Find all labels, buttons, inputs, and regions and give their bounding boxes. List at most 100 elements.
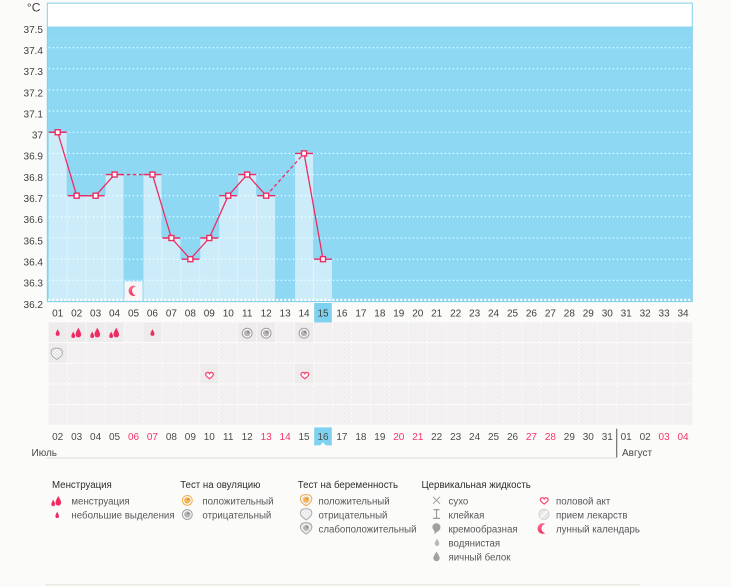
svg-text:05: 05 [109,432,121,443]
svg-text:37.4: 37.4 [24,46,44,57]
svg-text:22: 22 [431,432,443,443]
svg-text:14: 14 [280,432,292,443]
svg-text:отрицательный: отрицательный [319,510,388,521]
svg-text:лунный календарь: лунный календарь [556,524,640,535]
svg-text:27: 27 [545,308,557,319]
svg-text:28: 28 [564,308,576,319]
svg-text:06: 06 [147,308,159,319]
svg-text:09: 09 [185,432,197,443]
svg-text:04: 04 [109,308,121,319]
svg-text:02: 02 [52,432,64,443]
svg-text:27: 27 [526,432,538,443]
svg-text:25: 25 [488,432,500,443]
svg-text:20: 20 [412,308,424,319]
svg-text:07: 07 [166,308,178,319]
svg-text:07: 07 [147,432,159,443]
svg-text:20: 20 [393,432,405,443]
svg-text:небольшие выделения: небольшие выделения [71,510,174,521]
svg-text:37.3: 37.3 [24,67,44,78]
svg-text:Тест на овуляцию: Тест на овуляцию [180,480,260,491]
svg-text:17: 17 [355,308,367,319]
svg-text:37: 37 [32,131,44,142]
svg-text:36.8: 36.8 [24,173,44,184]
svg-text:25: 25 [507,308,519,319]
svg-text:10: 10 [204,432,216,443]
svg-text:37.5: 37.5 [24,25,44,36]
svg-text:36.5: 36.5 [24,236,44,247]
svg-text:14: 14 [298,308,310,319]
svg-text:01: 01 [52,308,64,319]
svg-text:26: 26 [526,308,538,319]
svg-text:яичный белок: яичный белок [449,553,512,564]
svg-text:26: 26 [507,432,519,443]
svg-text:18: 18 [355,432,367,443]
svg-text:36.3: 36.3 [24,279,44,290]
svg-text:°C: °C [27,0,41,14]
svg-text:31: 31 [621,308,633,319]
svg-text:37.2: 37.2 [24,88,44,99]
svg-text:04: 04 [90,432,102,443]
svg-text:водянистая: водянистая [449,538,501,549]
svg-text:30: 30 [602,308,614,319]
svg-text:33: 33 [659,308,671,319]
svg-text:31: 31 [602,432,614,443]
svg-text:16: 16 [317,432,329,443]
svg-text:отрицательный: отрицательный [202,510,271,521]
svg-text:22: 22 [450,308,462,319]
svg-text:23: 23 [450,432,462,443]
svg-text:11: 11 [223,432,234,443]
svg-text:21: 21 [412,432,424,443]
svg-text:02: 02 [71,308,83,319]
svg-text:11: 11 [242,308,253,319]
svg-text:13: 13 [280,308,292,319]
svg-text:29: 29 [583,308,595,319]
svg-text:03: 03 [90,308,102,319]
svg-text:Менструация: Менструация [52,480,112,491]
svg-text:34: 34 [677,308,689,319]
svg-text:19: 19 [374,432,386,443]
svg-text:36.7: 36.7 [24,194,44,205]
svg-text:положительный: положительный [202,496,273,507]
svg-text:менструация: менструация [71,496,129,507]
svg-text:29: 29 [564,432,576,443]
svg-text:04: 04 [677,432,689,443]
svg-text:17: 17 [336,432,348,443]
svg-text:12: 12 [261,308,273,319]
svg-text:положительный: положительный [319,496,390,507]
svg-text:36.6: 36.6 [24,215,44,226]
svg-text:23: 23 [469,308,481,319]
svg-text:08: 08 [166,432,178,443]
svg-text:прием лекарств: прием лекарств [556,510,627,521]
svg-text:02: 02 [640,432,652,443]
svg-text:24: 24 [469,432,481,443]
svg-text:клейкая: клейкая [449,510,485,521]
svg-text:слабоположительный: слабоположительный [319,524,417,535]
svg-text:16: 16 [336,308,348,319]
svg-text:37.1: 37.1 [24,109,44,120]
svg-text:21: 21 [431,308,443,319]
svg-text:15: 15 [298,432,310,443]
svg-text:03: 03 [659,432,671,443]
svg-text:половой акт: половой акт [556,496,611,507]
svg-text:13: 13 [261,432,273,443]
svg-text:12: 12 [242,432,254,443]
svg-text:28: 28 [545,432,557,443]
svg-text:36.9: 36.9 [24,152,44,163]
svg-text:18: 18 [374,308,386,319]
svg-text:06: 06 [128,432,140,443]
svg-text:Июль: Июль [32,448,58,459]
svg-text:08: 08 [185,308,197,319]
svg-text:09: 09 [204,308,216,319]
svg-text:15: 15 [317,308,329,319]
svg-text:24: 24 [488,308,500,319]
svg-text:Тест на беременность: Тест на беременность [298,480,398,491]
svg-text:19: 19 [393,308,405,319]
svg-text:32: 32 [640,308,652,319]
svg-text:кремообразная: кремообразная [449,524,518,535]
svg-text:30: 30 [583,432,595,443]
svg-text:10: 10 [223,308,235,319]
svg-text:01: 01 [621,432,633,443]
svg-text:05: 05 [128,308,140,319]
svg-text:36.2: 36.2 [24,300,44,311]
svg-text:Цервикальная жидкость: Цервикальная жидкость [422,480,531,491]
